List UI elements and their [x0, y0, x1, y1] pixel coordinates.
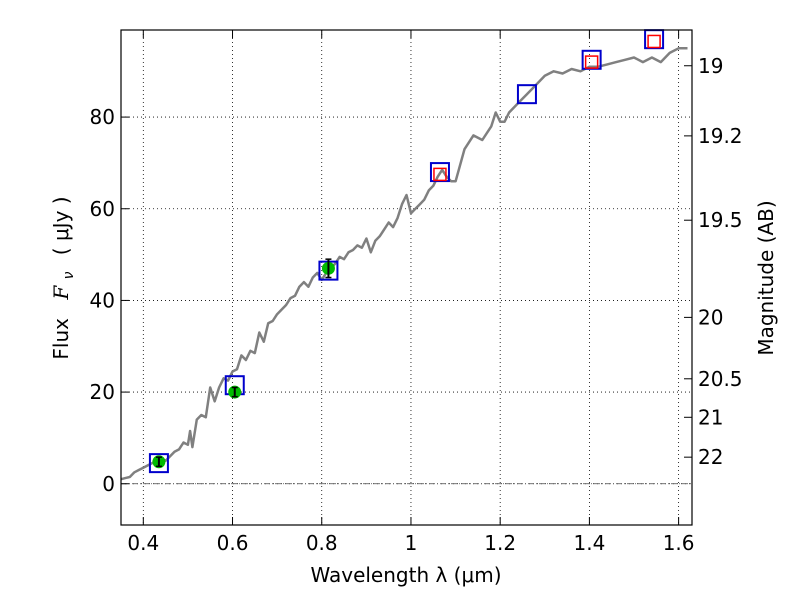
y-axis-ticks: 0 20 40 60 80 [90, 105, 129, 496]
y-tick-label: 60 [90, 197, 115, 221]
y-axis-label-unit: ( μJy ) [49, 196, 73, 255]
x-axis-label: Wavelength λ (μm) [310, 563, 501, 587]
y-axis-label-prefix: Flux [49, 318, 73, 360]
y-tick-label: 40 [90, 288, 115, 312]
y2-tick-label: 19.2 [698, 124, 743, 148]
x-tick-label: 0.6 [217, 531, 249, 555]
x-tick-label: 0.4 [127, 531, 159, 555]
model-photometry-marker [516, 84, 537, 105]
photometry-marker-layer [148, 29, 665, 474]
x-tick-label: 1.4 [573, 531, 605, 555]
y-tick-label: 80 [90, 105, 115, 129]
observed-nir-marker [433, 167, 447, 182]
model-photometry-marker [148, 453, 169, 474]
grid-lines [121, 30, 692, 525]
y2-tick-label: 22 [698, 445, 723, 469]
y-tick-label: 20 [90, 380, 115, 404]
observed-nir-marker [584, 55, 599, 69]
x-tick-label: 1.6 [663, 531, 695, 555]
spectrum-line-layer [120, 47, 688, 481]
y-axis-label-symbol: F [49, 285, 73, 301]
y2-tick-label: 20 [698, 305, 723, 329]
x-tick-label: 1.2 [484, 531, 516, 555]
x-axis-ticks: 0.4 0.6 0.8 1 1.2 1.4 1.6 [127, 30, 695, 555]
y2-tick-label: 20.5 [698, 367, 743, 391]
svg-text:Flux F ν (: Flux F ν ( μJy ) [49, 196, 78, 359]
spectrum-line [120, 47, 688, 481]
y2-tick-label: 19 [698, 54, 723, 78]
y-axis-label: Flux F ν ( μJy ) [49, 196, 78, 359]
plot-frame [120, 29, 693, 526]
y-axis-label-subscript: ν [61, 271, 77, 279]
x-tick-label: 1 [405, 531, 418, 555]
x-tick-label: 0.8 [306, 531, 338, 555]
observed-nir-marker [647, 34, 661, 49]
y2-tick-label: 19.5 [698, 208, 743, 232]
y-tick-label: 0 [102, 472, 115, 496]
y2-tick-label: 21 [698, 405, 723, 429]
y2-axis-ticks: 19 19.2 19.5 20 20.5 21 22 [684, 54, 743, 469]
y2-axis-label: Magnitude (AB) [754, 200, 778, 355]
